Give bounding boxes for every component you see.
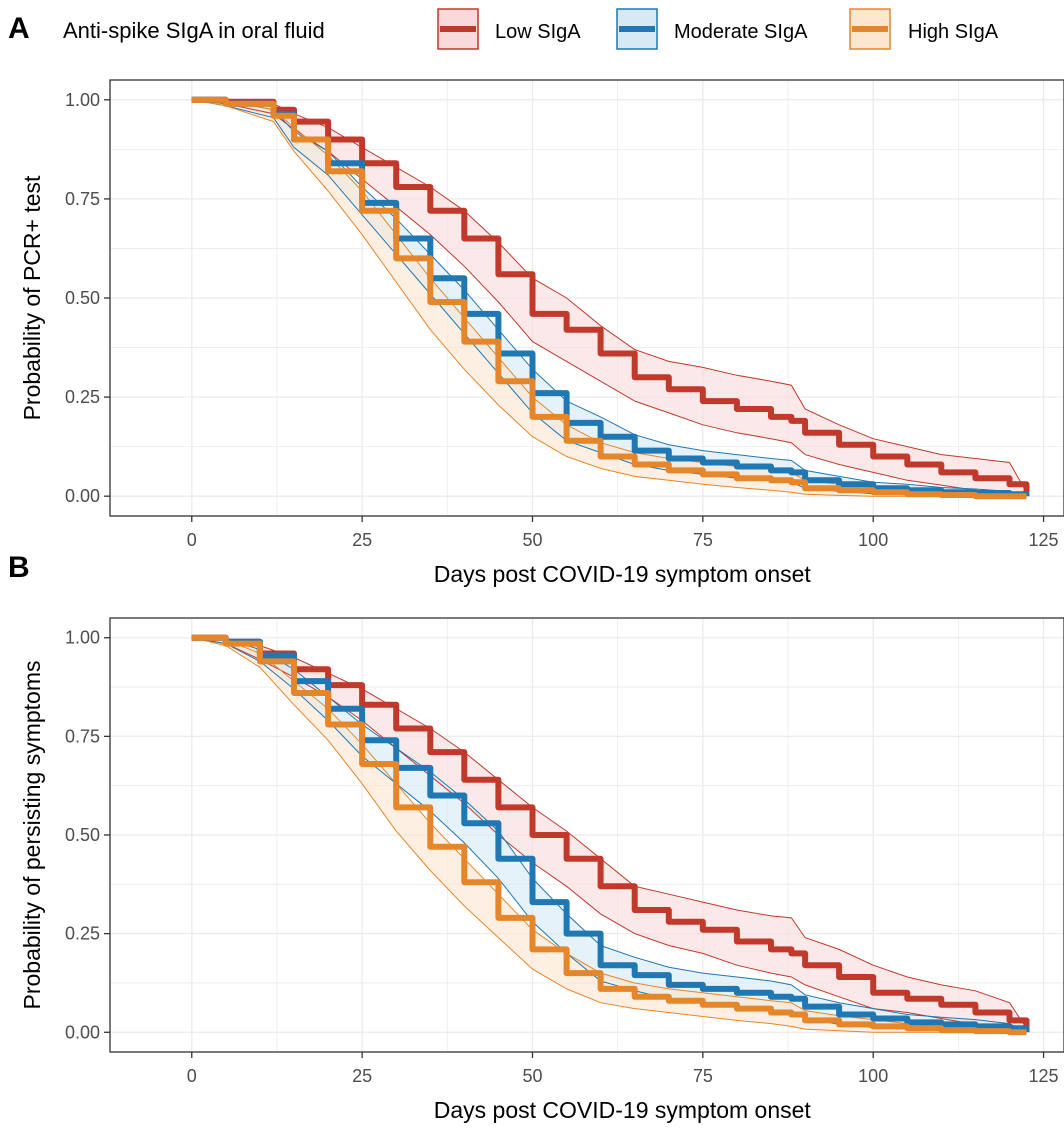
survival-line-high <box>191 96 1027 500</box>
x-tick-label: 50 <box>522 530 542 550</box>
legend-entry-low: Low SIgA <box>495 21 581 43</box>
ci-band-high <box>191 637 1027 1033</box>
panel-b-label: B <box>8 551 30 584</box>
ci-lower-high <box>191 637 1027 1033</box>
x-tick-label: 100 <box>858 1066 888 1086</box>
y-tick-label: 0.75 <box>65 189 100 209</box>
x-tick-label: 75 <box>693 530 713 550</box>
series-layer <box>191 634 1030 1036</box>
y-tick-label: 0.25 <box>65 387 100 407</box>
x-tick-label: 50 <box>522 1066 542 1086</box>
ci-band-low <box>191 99 1027 497</box>
survival-line-low <box>191 96 1030 493</box>
x-tick-label: 25 <box>352 530 372 550</box>
ci-lower-low <box>191 637 1027 1033</box>
survival-line-moderate <box>191 96 1030 498</box>
x-tick-label: 25 <box>352 1066 372 1086</box>
y-tick-label: 0.00 <box>65 1022 100 1042</box>
x-tick-label: 100 <box>858 530 888 550</box>
ci-upper-high <box>191 637 1027 1033</box>
panel-a-label: A <box>8 12 30 45</box>
x-tick-label: 0 <box>187 530 197 550</box>
legend-entry-high: High SIgA <box>908 21 999 43</box>
x-tick-label: 75 <box>693 1066 713 1086</box>
survival-line-high <box>191 634 1027 1036</box>
legend-entry-moderate: Moderate SIgA <box>674 21 808 43</box>
y-tick-label: 0.00 <box>65 486 100 506</box>
ci-band-low <box>191 637 1027 1033</box>
gridlines <box>110 80 1064 516</box>
y-tick-label: 0.50 <box>65 288 100 308</box>
ci-upper-low <box>191 99 1027 493</box>
panel-b: 0 25 50 75 100 125 0.00 0.25 0.50 0.75 1.00 Days po… <box>19 617 1064 1123</box>
y-axis-title: Probability of PCR+ test <box>19 175 45 420</box>
x-tick-label: 125 <box>1029 530 1059 550</box>
x-axis-title: Days post COVID-19 symptom onset <box>434 1097 812 1123</box>
y-tick-label: 1.00 <box>65 628 100 648</box>
series-layer <box>191 96 1030 500</box>
survival-line-moderate <box>191 634 1030 1033</box>
x-tick-label: 125 <box>1029 1066 1059 1086</box>
ci-lower-high <box>191 99 1027 497</box>
legend: A Anti-spike SIgA in oral fluid Low SIgA… <box>8 8 999 50</box>
panel-a: 0 25 50 75 100 125 0.00 0.25 0.50 0.75 1.00 Days po… <box>19 79 1064 587</box>
x-axis-title: Days post COVID-19 symptom onset <box>434 561 812 587</box>
y-tick-label: 1.00 <box>65 90 100 110</box>
y-tick-label: 0.25 <box>65 924 100 944</box>
x-tick-label: 0 <box>187 1066 197 1086</box>
y-tick-label: 0.75 <box>65 726 100 746</box>
y-axis-title: Probability of persisting symptoms <box>19 661 45 1010</box>
y-tick-label: 0.50 <box>65 825 100 845</box>
legend-title: Anti-spike SIgA in oral fluid <box>63 18 325 43</box>
survival-line-low <box>191 634 1030 1029</box>
ci-band-moderate <box>191 637 1027 1033</box>
